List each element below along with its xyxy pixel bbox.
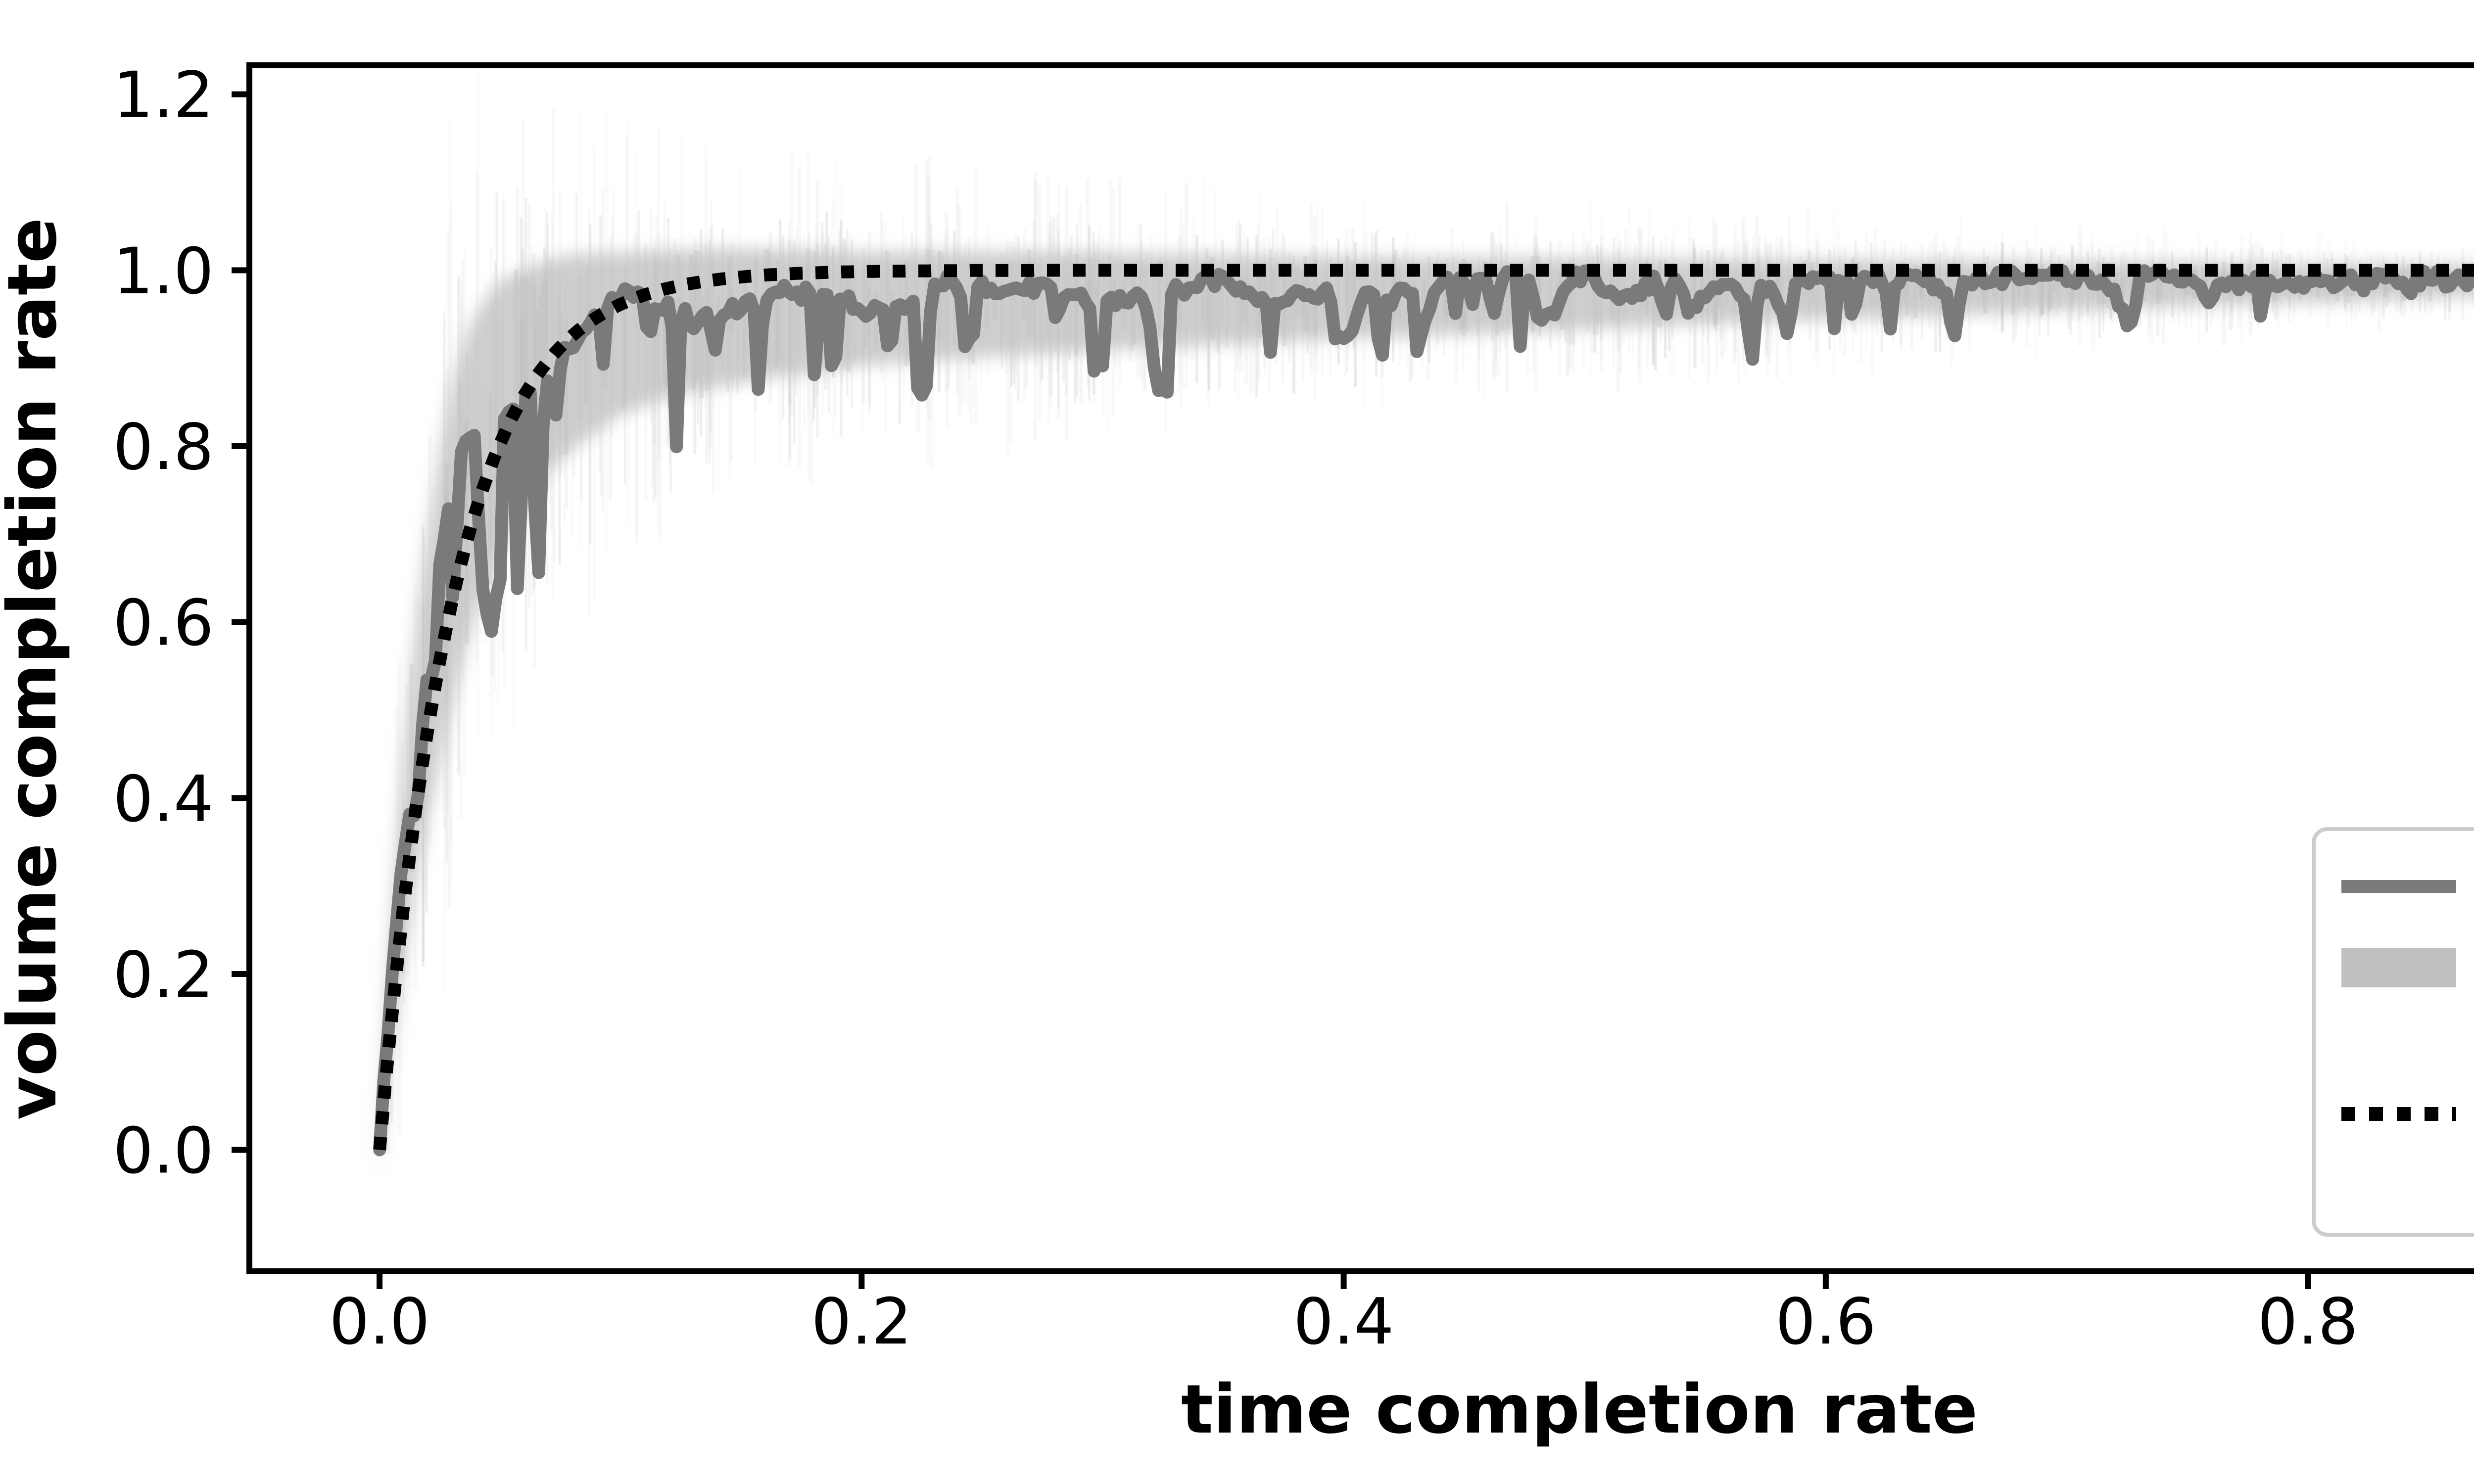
axis-tick-labels: 0.00.20.40.60.81.00.00.20.40.60.81.01.2 — [113, 59, 2358, 1359]
legend-frame — [2312, 827, 2474, 1237]
y-tick-label: 1.2 — [113, 59, 214, 133]
y-tick-label: 0.0 — [113, 1114, 214, 1188]
x-tick-label: 0.8 — [2257, 1285, 2358, 1359]
y-tick-label: 0.8 — [113, 411, 214, 484]
x-tick-label: 0.2 — [811, 1285, 912, 1359]
y-tick-label: 0.4 — [113, 762, 214, 836]
y-tick-label: 1.0 — [113, 234, 214, 308]
legend: mean ± std f(x) = 1 − e−αx α = 32.5 ± 0.… — [2312, 827, 2474, 1237]
x-axis-title: time completion rate — [1181, 1371, 1978, 1449]
std-band — [380, 248, 2474, 1167]
std-band-swatch — [2341, 948, 2456, 987]
x-tick-label: 0.4 — [1293, 1285, 1394, 1359]
std-band-fill — [380, 248, 2474, 1167]
x-tick-label: 0.0 — [329, 1285, 430, 1359]
y-tick-label: 0.6 — [113, 587, 214, 660]
fit-line — [373, 264, 2474, 1151]
x-tick-label: 0.6 — [1775, 1285, 1876, 1359]
y-axis-title: volume completion rate — [0, 218, 72, 1120]
y-tick-label: 0.2 — [113, 938, 214, 1012]
axes-spines — [246, 62, 2474, 1274]
fit-line-path — [373, 264, 2474, 1151]
axis-ticks — [232, 91, 2311, 1289]
